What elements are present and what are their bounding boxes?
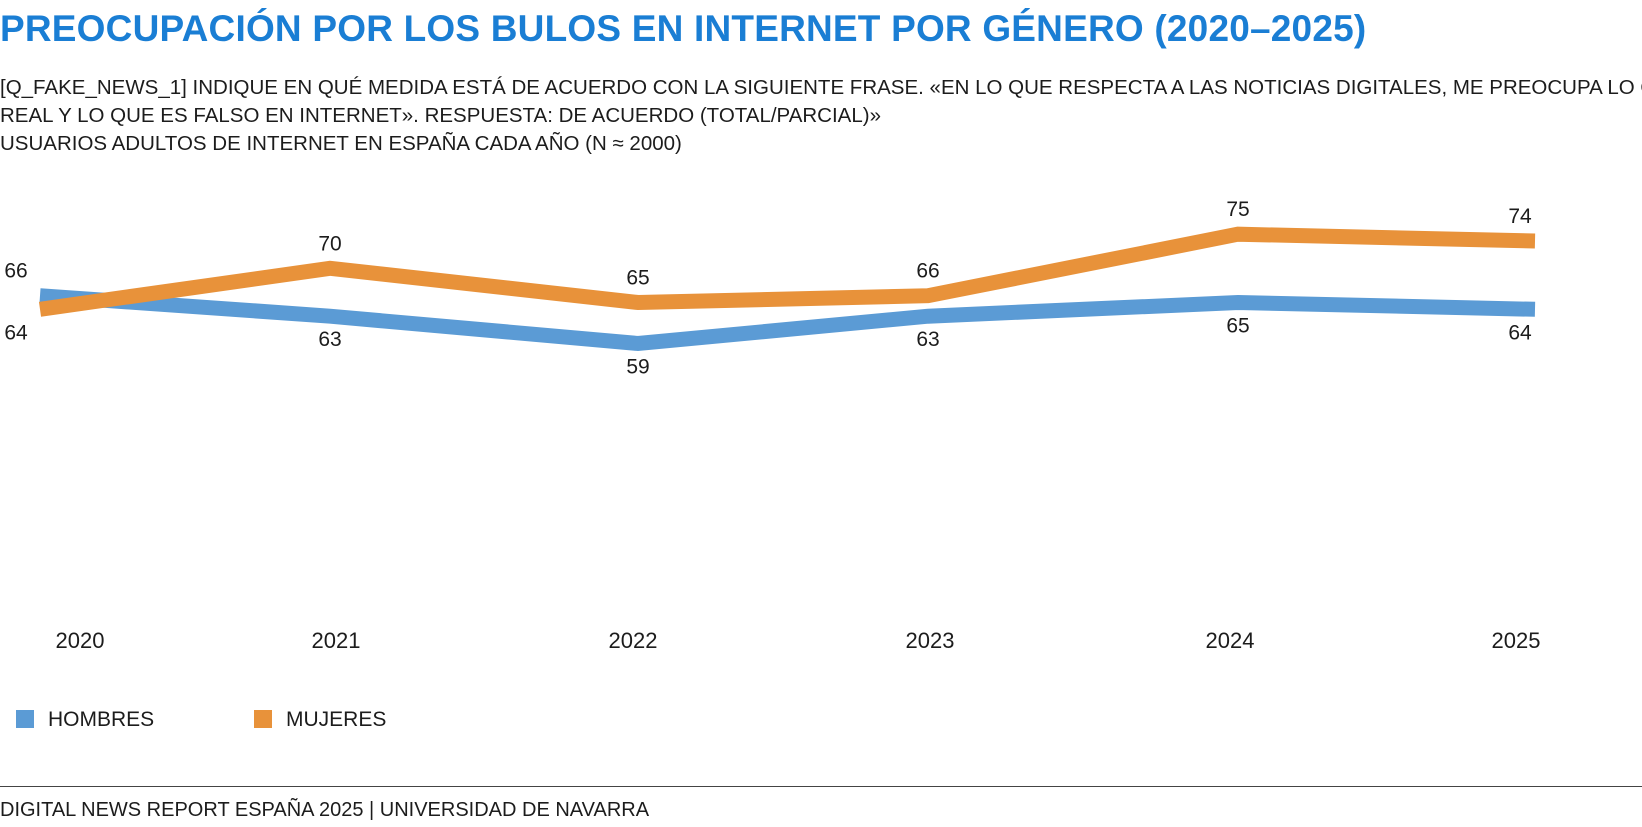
data-label: 63 bbox=[318, 328, 341, 351]
data-labels-layer: 66 64 63 70 59 65 63 66 65 75 64 74 bbox=[4, 198, 1532, 378]
data-label: 65 bbox=[626, 267, 649, 290]
chart-subtitle: [Q_FAKE_NEWS_1] INDIQUE EN QUÉ MEDIDA ES… bbox=[0, 74, 1642, 158]
subtitle-line: [Q_FAKE_NEWS_1] INDIQUE EN QUÉ MEDIDA ES… bbox=[0, 76, 1642, 99]
series-line-hombres bbox=[39, 288, 1536, 352]
data-label: 64 bbox=[1508, 321, 1532, 344]
x-tick-label: 2023 bbox=[906, 628, 955, 653]
footer-divider bbox=[0, 786, 1642, 787]
x-tick-label: 2021 bbox=[312, 628, 361, 653]
legend-swatch-mujeres bbox=[254, 710, 272, 728]
chart-title: PREOCUPACIÓN POR LOS BULOS EN INTERNET P… bbox=[0, 8, 1367, 49]
data-label: 75 bbox=[1226, 198, 1249, 221]
subtitle-line: REAL Y LO QUE ES FALSO EN INTERNET». RES… bbox=[0, 104, 881, 127]
data-label: 64 bbox=[4, 321, 28, 344]
series-line-mujeres bbox=[38, 226, 1536, 317]
data-label: 74 bbox=[1508, 205, 1532, 228]
data-label: 66 bbox=[916, 260, 939, 283]
series-layer bbox=[38, 226, 1536, 352]
legend-item-hombres: HOMBRES bbox=[16, 708, 154, 732]
footer-source: DIGITAL NEWS REPORT ESPAÑA 2025 | UNIVER… bbox=[0, 799, 650, 821]
data-label: 70 bbox=[318, 232, 341, 255]
legend-label: HOMBRES bbox=[48, 708, 155, 731]
x-axis: 2020 2021 2022 2023 2024 2025 bbox=[56, 628, 1541, 653]
x-tick-label: 2022 bbox=[609, 628, 658, 653]
subtitle-line: USUARIOS ADULTOS DE INTERNET EN ESPAÑA C… bbox=[0, 132, 682, 155]
data-label: 63 bbox=[916, 328, 939, 351]
legend-label: MUJERES bbox=[286, 708, 387, 731]
legend-item-mujeres: MUJERES bbox=[254, 708, 386, 732]
data-label: 65 bbox=[1226, 315, 1249, 338]
legend-swatch-hombres bbox=[16, 710, 34, 728]
x-tick-label: 2024 bbox=[1206, 628, 1255, 653]
x-tick-label: 2020 bbox=[56, 628, 105, 653]
data-label: 59 bbox=[626, 356, 649, 379]
data-label: 66 bbox=[4, 260, 27, 283]
x-tick-label: 2025 bbox=[1492, 628, 1541, 653]
